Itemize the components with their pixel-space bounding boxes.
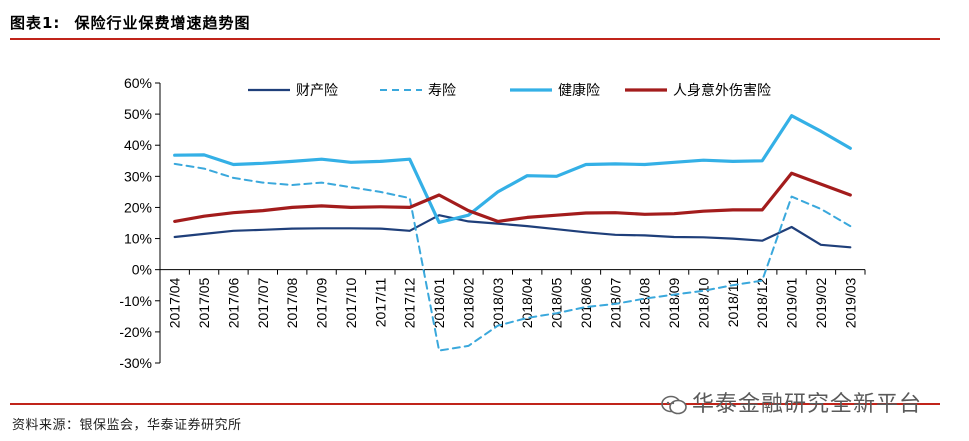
x-tick-label: 2017/12 — [402, 277, 418, 328]
watermark-text: 华泰金融研究全新平台 — [692, 392, 923, 417]
x-tick-label: 2018/10 — [695, 277, 711, 328]
x-tick-label: 2017/10 — [343, 277, 359, 328]
x-tick-label: 2017/09 — [314, 277, 330, 328]
y-tick-label: -30% — [119, 355, 152, 371]
x-tick-label: 2018/09 — [666, 277, 682, 328]
chart-legend: 财产险 寿险 健康险 人身意外伤害险 — [248, 82, 771, 99]
x-tick-label: 2019/03 — [842, 277, 858, 328]
x-tick-label: 2017/07 — [255, 277, 271, 328]
x-tick-label: 2018/07 — [607, 277, 623, 328]
x-tick-label: 2018/02 — [460, 277, 476, 328]
x-tick-label: 2017/04 — [167, 277, 183, 328]
x-tick-label: 2019/02 — [813, 277, 829, 328]
legend-label-1: 财产险 — [296, 83, 338, 99]
x-tick-label: 2018/12 — [754, 277, 770, 328]
x-tick-label: 2019/01 — [784, 277, 800, 328]
figure-title-text: 保险行业保费增速趋势图 — [74, 14, 251, 32]
series-line-4 — [173, 171, 852, 223]
series-line-1 — [173, 214, 852, 249]
y-tick-label: 60% — [124, 75, 152, 91]
watermark: 华泰金融研究全新平台 — [660, 386, 922, 418]
y-tick-label: -10% — [119, 293, 152, 309]
y-tick-label: -20% — [119, 324, 152, 340]
chart-axes: -30% -20% -10% 0% 10% 20% 30% 40% 50% 60% 2017/04 2… — [119, 75, 866, 371]
series-line-2 — [173, 162, 852, 352]
chart-series-group — [173, 114, 852, 352]
x-tick-label: 2017/11 — [372, 277, 388, 327]
figure-label: 图表1: — [10, 14, 61, 32]
y-tick-label: 10% — [124, 231, 152, 247]
top-divider — [10, 38, 940, 40]
x-tick-label: 2018/11 — [725, 277, 741, 327]
x-tick-label: 2017/05 — [196, 277, 212, 328]
legend-label-3: 健康险 — [558, 82, 600, 99]
legend-label-4: 人身意外伤害险 — [673, 82, 771, 99]
figure-title: 图表1: 保险行业保费增速趋势图 — [10, 12, 250, 33]
y-tick-label: 30% — [124, 168, 152, 184]
bottom-divider — [10, 403, 940, 405]
source-note: 资料来源：银保监会，华泰证券研究所 — [12, 418, 242, 433]
x-tick-label: 2018/03 — [490, 277, 506, 328]
y-tick-label: 0% — [132, 262, 152, 278]
series-line-3 — [173, 114, 852, 224]
chat-bubble-icon — [661, 395, 687, 415]
x-tick-label: 2018/04 — [519, 277, 535, 328]
y-tick-label: 50% — [124, 106, 152, 122]
x-tick-label: 2018/05 — [549, 277, 565, 328]
y-tick-label: 20% — [124, 199, 152, 215]
y-tick-label: 40% — [124, 137, 152, 153]
x-tick-label: 2017/06 — [225, 277, 241, 328]
x-tick-label: 2018/01 — [431, 277, 447, 328]
x-tick-label: 2017/08 — [284, 277, 300, 328]
legend-label-2: 寿险 — [428, 82, 456, 99]
x-tick-label: 2018/06 — [578, 277, 594, 328]
x-tick-label: 2018/08 — [637, 277, 653, 328]
